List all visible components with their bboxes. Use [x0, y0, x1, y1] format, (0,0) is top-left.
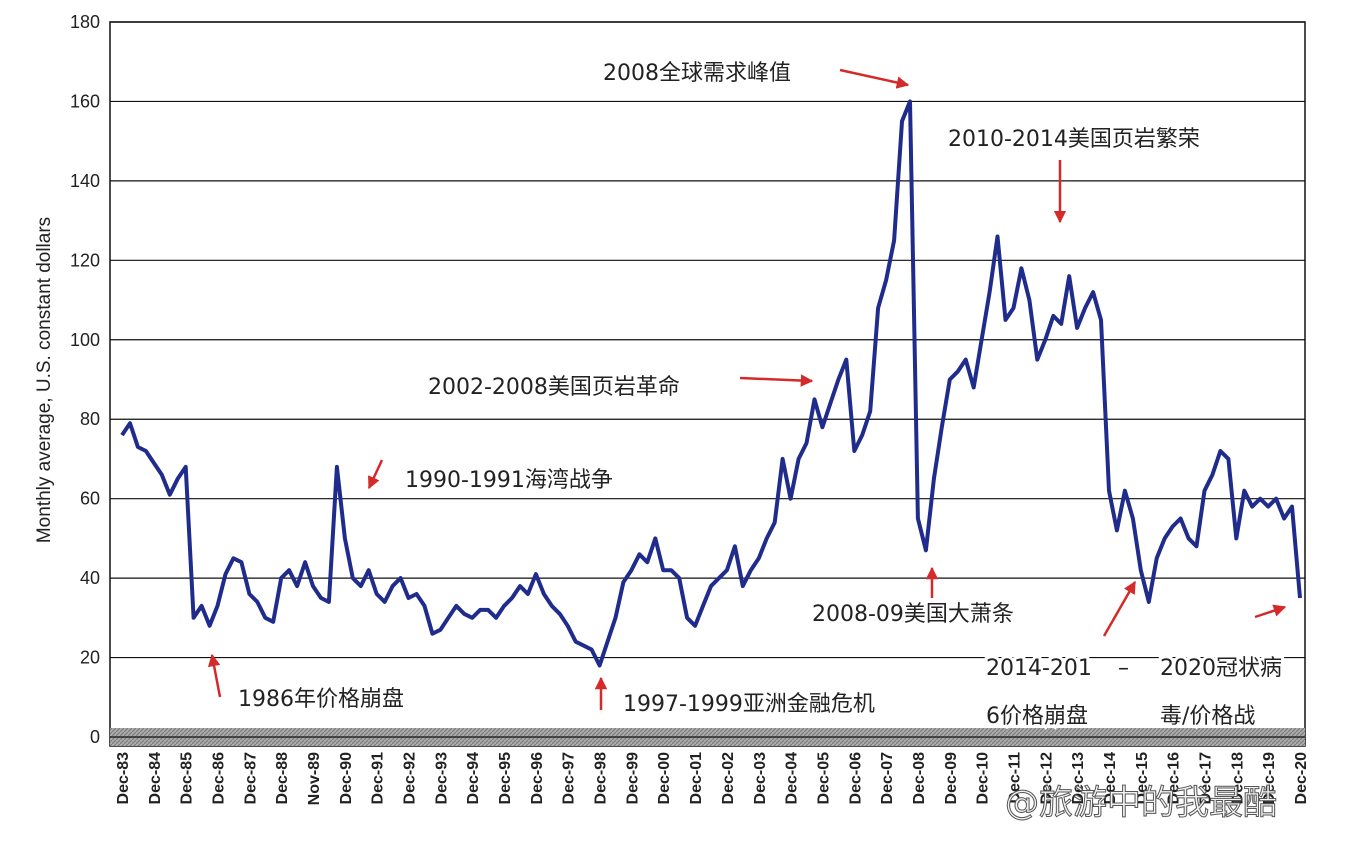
x-tick-label: Dec-15: [1134, 752, 1151, 805]
watermark: @旅游中的我最酷: [1005, 783, 1277, 823]
x-tick-label: Dec-16: [1166, 752, 1183, 805]
arrows: [207, 68, 1287, 710]
annotation: 2020冠状病: [1160, 656, 1282, 681]
x-tick-label: Dec-03: [752, 752, 769, 805]
x-tick-label: Dec-00: [656, 752, 673, 805]
y-tick-label: 140: [70, 171, 100, 191]
x-tick-label: Dec-17: [1197, 752, 1214, 805]
annotation: –: [1118, 656, 1129, 681]
x-tick-label: Dec-18: [1229, 752, 1246, 805]
x-tick-label: Dec-87: [242, 752, 259, 805]
y-tick-label: 160: [70, 91, 100, 111]
annotation: 1990-1991海湾战争: [405, 468, 613, 493]
annotation: 2008全球需求峰值: [603, 61, 791, 86]
x-tick-label: Dec-10: [975, 752, 992, 805]
annotation: 6价格崩盘: [986, 704, 1088, 729]
y-tick-label: 0: [90, 727, 100, 747]
y-tick-label: 80: [80, 409, 100, 429]
x-tick-label: Dec-06: [847, 752, 864, 805]
x-tick-label: Dec-85: [179, 752, 196, 805]
x-tick-label: Dec-95: [497, 752, 514, 805]
y-axis-title: Monthly average, U.S. constant dollars: [34, 217, 55, 543]
y-tick-label: 120: [70, 250, 100, 270]
x-tick-label: Dec-86: [211, 752, 228, 805]
annotation: 1997-1999亚洲金融危机: [623, 692, 875, 717]
y-tick-label: 60: [80, 489, 100, 509]
x-tick-label: Dec-19: [1261, 752, 1278, 805]
annotation: 毒/价格战: [1160, 704, 1255, 729]
x-tick-label: Dec-09: [943, 752, 960, 805]
x-tick-label: Dec-98: [593, 752, 610, 805]
x-tick-label: Dec-12: [1038, 752, 1055, 805]
annotation: 2014-201: [986, 656, 1092, 681]
y-tick-label: 180: [70, 12, 100, 32]
x-tick-label: Dec-20: [1293, 752, 1310, 805]
x-tick-label: Dec-13: [1070, 752, 1087, 805]
x-tick-label: Dec-11: [1006, 752, 1023, 804]
x-tick-label: Dec-90: [338, 752, 355, 805]
x-tick-label: Dec-14: [1102, 752, 1119, 805]
annotation: 2002-2008美国页岩革命: [428, 375, 680, 400]
x-tick-label: Dec-07: [879, 752, 896, 805]
x-tick-label: Dec-96: [529, 752, 546, 805]
x-tick-label: Dec-02: [720, 752, 737, 805]
x-tick-label: Dec-84: [147, 752, 164, 805]
x-tick-label: Dec-97: [561, 752, 578, 805]
x-tick-label: Dec-92: [402, 752, 419, 805]
y-tick-label: 40: [80, 568, 100, 588]
x-tick-label: Dec-99: [624, 752, 641, 805]
x-tick-label: Dec-08: [911, 752, 928, 805]
x-tick-label: Dec-01: [688, 752, 705, 805]
price-line: [120, 99, 1302, 668]
x-tick-label: Dec-91: [370, 752, 387, 805]
annotation: 2010-2014美国页岩繁荣: [948, 127, 1200, 152]
x-tick-label: Dec-88: [274, 752, 291, 805]
x-tick-label: Dec-94: [465, 752, 482, 805]
x-tick-label: Dec-93: [433, 752, 450, 805]
annotation: 2008-09美国大萧条: [812, 602, 1014, 627]
x-tick-label: Nov-89: [306, 752, 323, 805]
annotation: 1986年价格崩盘: [238, 687, 404, 712]
y-tick-label: 100: [70, 330, 100, 350]
x-tick-label: Dec-05: [815, 752, 832, 805]
y-tick-label: 20: [80, 648, 100, 668]
x-tick-label: Dec-83: [115, 752, 132, 805]
x-tick-label: Dec-04: [784, 752, 801, 805]
